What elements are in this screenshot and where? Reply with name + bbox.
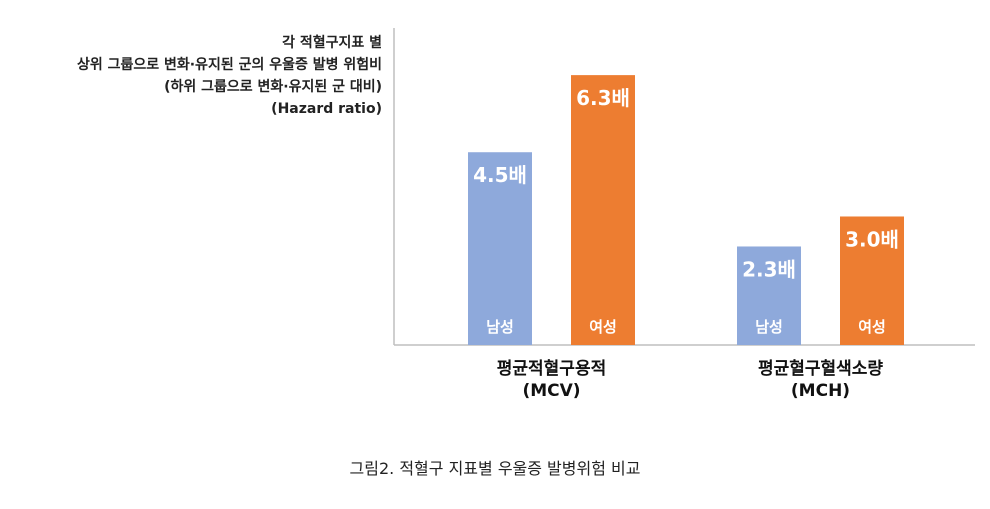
bar-value-label: 6.3배	[576, 86, 630, 110]
bar-series-label: 여성	[589, 318, 617, 336]
x-axis-labels: 평균적혈구용적(MCV) 평균혈구혈색소량(MCH)	[497, 358, 884, 401]
category-label: 평균적혈구용적	[497, 358, 606, 379]
figure-caption: 그림2. 적혈구 지표별 우울증 발병위험 비교	[349, 459, 641, 478]
bar-female	[571, 75, 635, 346]
y-axis-label-line: 각 적혈구지표 별	[282, 34, 382, 51]
bar-chart: 각 적혈구지표 별 상위 그룹으로 변화·유지된 군의 우울증 발병 위험비 (…	[77, 28, 975, 401]
category-label: 평균혈구혈색소량	[758, 358, 883, 379]
y-axis-label-line: 상위 그룹으로 변화·유지된 군의 우울증 발병 위험비	[77, 56, 382, 73]
bar-series-label: 남성	[755, 318, 783, 336]
bar-female	[840, 216, 904, 345]
bar-male	[468, 152, 532, 345]
y-axis-label: 각 적혈구지표 별 상위 그룹으로 변화·유지된 군의 우울증 발병 위험비 (…	[77, 34, 382, 117]
bar-value-label: 2.3배	[742, 257, 796, 281]
bar-male	[737, 246, 801, 345]
y-axis-label-line: (하위 그룹으로 변화·유지된 군 대비)	[164, 78, 382, 95]
bar-series-label: 여성	[858, 318, 886, 336]
bar-value-label: 3.0배	[845, 227, 899, 251]
category-abbr-label: (MCV)	[522, 381, 580, 401]
category-abbr-label: (MCH)	[791, 381, 850, 401]
bar-series-label: 남성	[486, 318, 514, 336]
bar-value-label: 4.5배	[473, 163, 527, 187]
y-axis-label-line: (Hazard ratio)	[271, 101, 382, 117]
